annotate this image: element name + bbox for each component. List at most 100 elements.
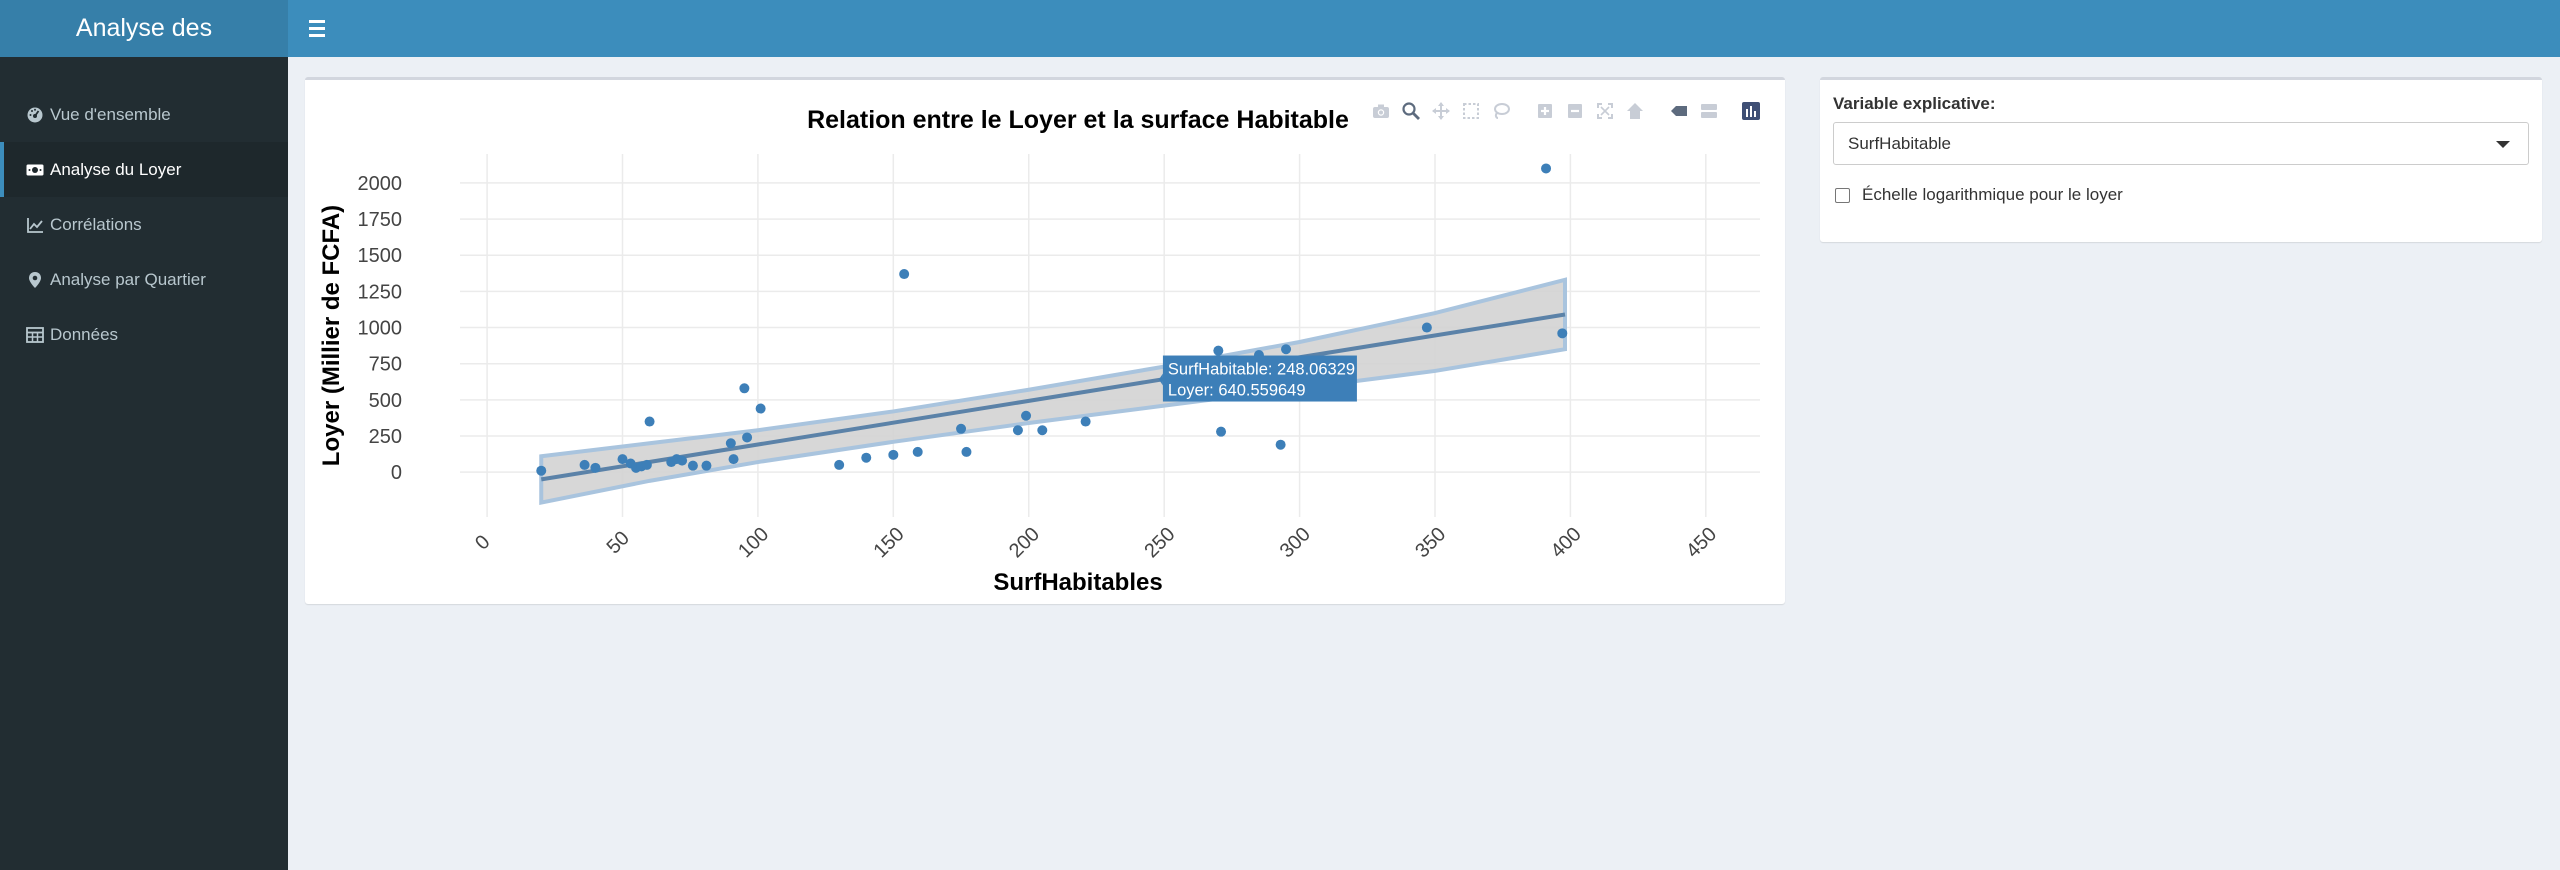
data-point <box>1275 439 1286 450</box>
data-point <box>725 438 736 449</box>
pan-icon[interactable] <box>1428 98 1454 124</box>
x-tick-label: 250 <box>1140 523 1179 562</box>
data-point <box>677 455 688 466</box>
x-axis-label: SurfHabitables <box>993 569 1162 596</box>
x-tick-label: 200 <box>1005 523 1044 562</box>
x-tick-label: 100 <box>734 523 773 562</box>
zoom-icon[interactable] <box>1398 98 1424 124</box>
sidebar-item-donnees[interactable]: Données <box>0 307 288 362</box>
x-tick-label: 300 <box>1276 523 1315 562</box>
dashboard-icon <box>26 106 44 124</box>
x-tick-label: 50 <box>603 527 634 558</box>
data-point <box>899 269 910 280</box>
plot-panel: 0 250 500 750 1000 1250 1500 1750 2000 0 50 100 150 2… <box>305 77 1785 604</box>
modebar-gap <box>1518 98 1528 124</box>
y-axis-label: Loyer (Millier de FCFA) <box>318 205 345 466</box>
table-icon <box>26 326 44 344</box>
data-point <box>536 465 547 476</box>
data-point <box>739 383 750 394</box>
modebar-gap <box>1652 98 1662 124</box>
sidebar-item-label: Vue d'ensemble <box>50 104 171 124</box>
tooltip-box <box>1162 355 1357 402</box>
sidebar-spacer <box>0 57 288 87</box>
data-point <box>644 416 655 427</box>
data-point <box>1421 322 1432 333</box>
data-point <box>728 454 739 465</box>
hover-compare-icon[interactable] <box>1696 98 1722 124</box>
data-point <box>617 454 628 465</box>
data-point <box>1037 425 1048 436</box>
plot-modebar <box>1368 98 1764 124</box>
data-point <box>590 462 601 473</box>
log-scale-label[interactable]: Échelle logarithmique pour le loyer <box>1862 185 2123 204</box>
line-chart-icon <box>26 216 44 234</box>
controls-panel: Variable explicative: SurfHabitable Éche… <box>1820 77 2542 242</box>
money-icon <box>26 161 44 179</box>
sidebar-item-vue-ensemble[interactable]: Vue d'ensemble <box>0 87 288 142</box>
variable-select-value: SurfHabitable <box>1848 133 1952 153</box>
y-tick-label: 250 <box>369 426 402 448</box>
lasso-icon[interactable] <box>1488 98 1514 124</box>
x-tick-label: 450 <box>1682 523 1721 562</box>
tooltip-arrow <box>1158 373 1163 386</box>
sidebar-item-label: Corrélations <box>50 214 142 234</box>
data-point <box>687 460 698 471</box>
data-point <box>579 459 590 470</box>
sidebar-item-correlations[interactable]: Corrélations <box>0 197 288 252</box>
y-tick-label: 2000 <box>358 173 403 195</box>
y-tick-label: 1500 <box>358 245 403 267</box>
autoscale-icon[interactable] <box>1592 98 1618 124</box>
tooltip-line: SurfHabitable: 248.06329 <box>1168 361 1355 379</box>
zoom-in-icon[interactable] <box>1532 98 1558 124</box>
data-point <box>1213 345 1224 356</box>
data-point <box>1012 425 1023 436</box>
scatter-plot[interactable]: 0 250 500 750 1000 1250 1500 1750 2000 0 50 100 150 2… <box>305 80 1785 604</box>
y-tick-label: 1000 <box>358 318 403 340</box>
data-point <box>1080 416 1091 427</box>
sidebar-item-label: Données <box>50 324 119 344</box>
box-select-icon[interactable] <box>1458 98 1484 124</box>
data-point <box>1021 410 1032 421</box>
data-point <box>888 449 899 460</box>
home-icon[interactable] <box>1622 98 1648 124</box>
map-marker-icon <box>26 271 44 289</box>
confidence-band <box>539 277 1567 505</box>
plotly-logo-icon[interactable] <box>1738 98 1764 124</box>
data-point <box>641 459 652 470</box>
data-point <box>912 446 923 457</box>
chevron-down-icon <box>2496 141 2510 148</box>
sidebar-item-analyse-loyer[interactable]: Analyse du Loyer <box>0 142 288 197</box>
hamburger-icon[interactable] <box>302 14 332 44</box>
data-point <box>834 459 845 470</box>
y-tick-label: 0 <box>391 462 402 484</box>
y-tick-label: 750 <box>369 354 402 376</box>
tooltip-line: Loyer: 640.559649 <box>1168 382 1306 400</box>
hover-tooltip: SurfHabitable: 248.06329 Loyer: 640.55964… <box>1158 355 1357 402</box>
hover-closest-icon[interactable] <box>1666 98 1692 124</box>
app-title: Analyse des <box>0 0 288 57</box>
sidebar: Vue d'ensemble Analyse du Loyer Corrélat… <box>0 57 288 870</box>
x-tick-label: 400 <box>1547 523 1586 562</box>
x-tick-label: 350 <box>1411 523 1450 562</box>
data-point <box>701 460 712 471</box>
data-point <box>1557 328 1568 339</box>
variable-select[interactable]: SurfHabitable <box>1833 122 2529 165</box>
x-tick-label: 150 <box>870 523 909 562</box>
zoom-out-icon[interactable] <box>1562 98 1588 124</box>
sidebar-item-analyse-quartier[interactable]: Analyse par Quartier <box>0 252 288 307</box>
log-scale-checkbox[interactable] <box>1835 187 1850 203</box>
y-tick-label: 1250 <box>358 281 403 303</box>
chart-title: Relation entre le Loyer et la surface Ha… <box>807 106 1349 134</box>
y-tick-label: 1750 <box>358 209 403 231</box>
y-tick-label: 500 <box>369 390 402 412</box>
modebar-gap <box>1726 98 1734 124</box>
variable-label: Variable explicative: <box>1833 94 1996 113</box>
data-point <box>1541 163 1552 174</box>
top-navbar <box>288 0 2560 57</box>
sidebar-item-label: Analyse par Quartier <box>50 269 206 289</box>
data-point <box>1281 344 1292 355</box>
data-point <box>861 452 872 463</box>
regression-line <box>540 312 1566 482</box>
camera-icon[interactable] <box>1368 98 1394 124</box>
log-scale-row: Échelle logarithmique pour le loyer <box>1833 185 2529 205</box>
